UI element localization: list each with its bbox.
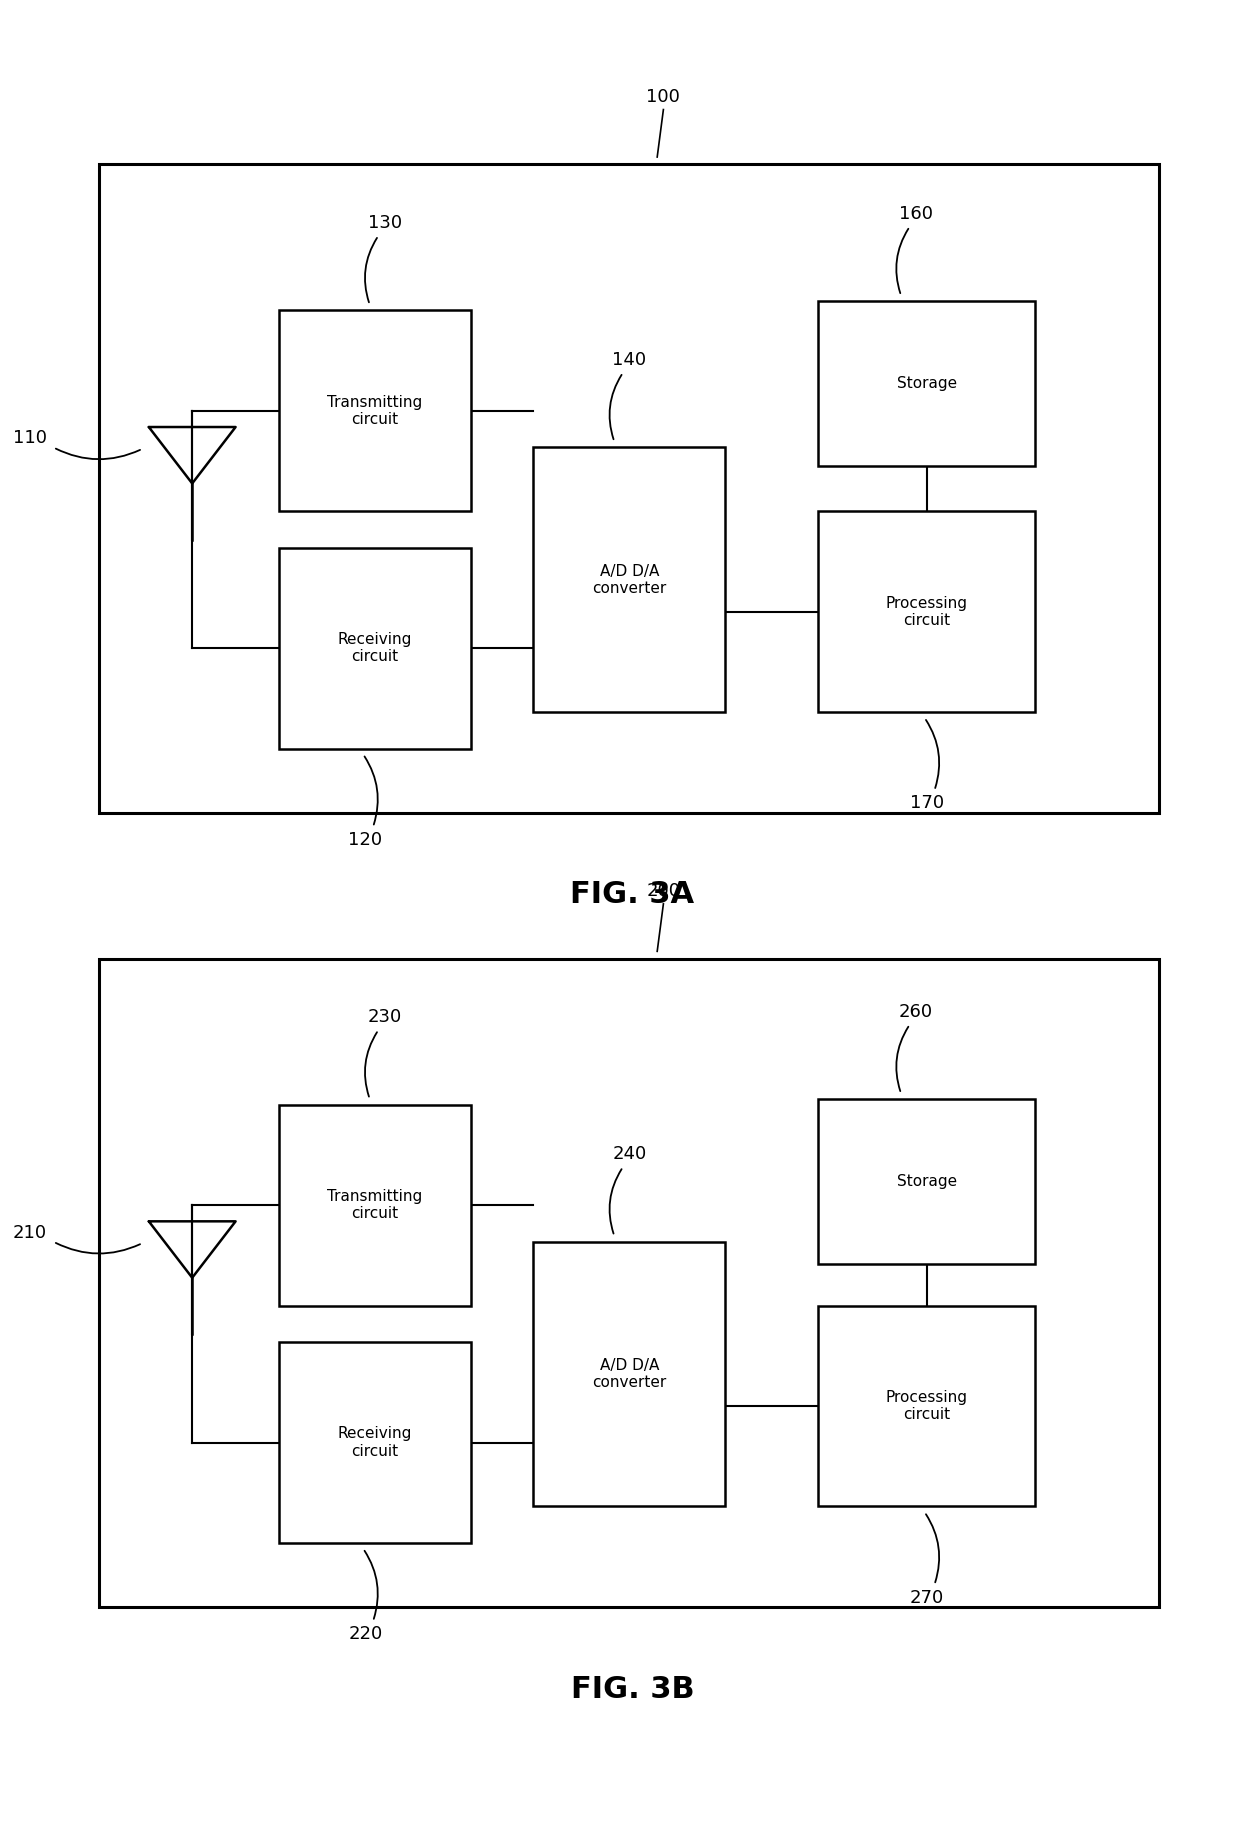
Text: FIG. 3B: FIG. 3B — [570, 1674, 694, 1704]
Text: 120: 120 — [348, 831, 383, 849]
Text: Receiving
circuit: Receiving circuit — [339, 1426, 412, 1459]
Text: 140: 140 — [613, 351, 646, 369]
Text: Storage: Storage — [897, 376, 957, 391]
Bar — [818, 1099, 1035, 1264]
Text: A/D D/A
converter: A/D D/A converter — [593, 1359, 666, 1390]
Text: 220: 220 — [348, 1625, 383, 1643]
Text: 100: 100 — [646, 88, 681, 106]
Bar — [279, 310, 471, 511]
Bar — [99, 959, 1159, 1607]
Text: Receiving
circuit: Receiving circuit — [339, 632, 412, 665]
Text: Transmitting
circuit: Transmitting circuit — [327, 1189, 423, 1222]
Bar — [99, 164, 1159, 813]
Text: 210: 210 — [12, 1223, 47, 1242]
Bar — [818, 301, 1035, 466]
Bar — [818, 1306, 1035, 1506]
Text: Processing
circuit: Processing circuit — [885, 595, 968, 628]
Text: 170: 170 — [910, 794, 944, 813]
Text: 270: 270 — [910, 1589, 944, 1607]
Text: 130: 130 — [367, 214, 402, 232]
Text: 260: 260 — [899, 1002, 934, 1021]
Bar — [533, 1242, 725, 1506]
Text: Processing
circuit: Processing circuit — [885, 1390, 968, 1422]
Bar — [279, 548, 471, 749]
Text: 230: 230 — [367, 1008, 402, 1026]
Bar — [279, 1342, 471, 1543]
Text: 160: 160 — [899, 205, 932, 223]
Bar — [533, 447, 725, 712]
Text: 200: 200 — [646, 882, 681, 900]
Text: 110: 110 — [14, 429, 47, 447]
Text: A/D D/A
converter: A/D D/A converter — [593, 564, 666, 595]
Bar — [818, 511, 1035, 712]
Text: Storage: Storage — [897, 1174, 957, 1189]
Text: 240: 240 — [613, 1145, 646, 1163]
Text: Transmitting
circuit: Transmitting circuit — [327, 394, 423, 427]
Bar — [279, 1105, 471, 1306]
Text: FIG. 3A: FIG. 3A — [570, 880, 694, 909]
